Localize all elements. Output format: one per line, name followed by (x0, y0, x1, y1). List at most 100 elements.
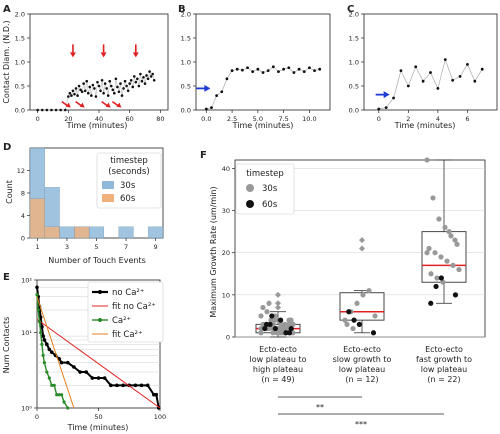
panel-a-point (85, 79, 89, 83)
panel-e-point-0 (41, 334, 45, 338)
panel-a-arrowhead-down (132, 52, 139, 58)
panel-d-legend-title-line1: timestep (110, 156, 148, 166)
panel-e-point-2 (62, 400, 66, 404)
panel-f-point-30s (456, 266, 462, 273)
panel-e-point-0 (45, 342, 49, 347)
panel-f-point-30s (438, 254, 444, 260)
panel-b-point (240, 68, 244, 72)
panel-a-arrowhead-diag (79, 102, 85, 108)
panel-c-ytick-label: 1.0 (349, 59, 359, 67)
panel-e-series-3 (36, 296, 75, 409)
panel-f-point-30s (444, 258, 450, 264)
panel-a-point (67, 95, 70, 98)
panel-a-ytick-label: 1.5 (15, 35, 25, 43)
panel-c-point (429, 71, 432, 74)
panel-a-point (139, 72, 142, 76)
panel-a-point (99, 89, 102, 93)
panel-e-xtick-label: 100 (154, 413, 166, 421)
panel-a-arrowhead-diag (65, 102, 71, 108)
panel-d-bar-60s (74, 226, 90, 239)
panel-f-point-30s (432, 250, 438, 256)
panel-d-label: D (3, 142, 11, 153)
panel-d-legend-title-line2: (seconds) (108, 167, 149, 177)
panel-e-point-0 (156, 406, 161, 410)
panel-f-legend-60s: 60s (262, 200, 278, 210)
panel-a-point (105, 87, 108, 90)
panel-d-xtick-label: 1 (35, 243, 39, 251)
panel-e-point-2 (52, 383, 56, 387)
panel-d-xtick-label: 9 (154, 243, 158, 251)
panel-a-point (50, 108, 53, 112)
panel-a-point (54, 108, 58, 112)
panel-a-arrowhead-diag (105, 102, 111, 108)
panel-d-ytick-label: 4 (21, 212, 25, 220)
panel-b-point (292, 71, 296, 74)
panel-b-point (251, 70, 255, 73)
panel-f-point-30s (448, 233, 454, 239)
panel-a-point (80, 90, 84, 94)
panel-f-point-30s (428, 271, 434, 277)
panel-e-point-0 (102, 376, 107, 380)
panel-e-point-0 (145, 383, 150, 388)
panel-a-point (73, 92, 76, 96)
panel-f-point-30s (450, 262, 456, 268)
panel-f-point-30s (282, 321, 288, 327)
panel-e-ytick-label: 10¹ (21, 329, 32, 337)
panel-d-ylabel: Count (5, 180, 14, 204)
panel-f-point-60s (346, 309, 352, 315)
panel-f-point-30s (354, 300, 360, 306)
panel-c-point (443, 58, 447, 61)
panel-a-point (103, 82, 107, 85)
panel-a-frame (29, 13, 169, 111)
panel-c-ytick-label: 0.0 (349, 107, 359, 115)
panel-a-arrowhead-down (69, 52, 76, 58)
panel-a-point (63, 108, 67, 112)
panel-f-legend-title: timestep (246, 169, 284, 179)
panel-b-point (204, 107, 208, 111)
panel-f-point-30s (342, 317, 348, 323)
panel-e-point-2 (66, 406, 70, 410)
panel-f-ytick-label: 30 (222, 207, 230, 215)
panel-a-point (151, 72, 154, 76)
panel-a-label: A (3, 4, 11, 15)
panel-f-point-30s (268, 317, 274, 323)
panel-f-point-60s (428, 300, 434, 306)
panel-d-bar-30s (59, 226, 75, 239)
panel-f-outlier (275, 304, 281, 311)
panel-a-point (116, 85, 119, 89)
panel-f-point-30s (290, 321, 296, 327)
panel-c: C Time (minutes) 0 2 4 6 0.0 0.5 1.0 1.5 2.0 (347, 4, 498, 130)
panel-a-xlabel: Time (minutes) (66, 121, 128, 130)
panel-a-point (143, 82, 147, 85)
panel-f-point-30s (440, 279, 446, 285)
panel-e-point-2 (41, 353, 45, 357)
panel-f-point-30s (426, 245, 432, 252)
panel-a-point (129, 78, 133, 82)
panel-a-point (76, 94, 79, 97)
panel-c-ytick-label: 2.0 (349, 11, 359, 19)
panel-d-ytick-label: 0 (21, 235, 25, 243)
panel-f-point-30s (452, 237, 458, 243)
panel-e-point-0 (72, 365, 76, 369)
panel-c-point (384, 106, 388, 109)
panel-c-point (458, 75, 462, 78)
panel-e-point-0 (47, 347, 52, 352)
panel-e-legend: no Ca²⁺ fit no Ca²⁺ Ca²⁺ fit Ca²⁺ (87, 281, 164, 343)
panel-b: B Time (minutes) 0.0 2.5 5.0 7.5 10.0 0.0 0.5 1… (178, 4, 331, 130)
panel-a-point (82, 82, 85, 85)
group-2-line1: Ecto-ecto (343, 345, 381, 354)
panel-a-point (123, 79, 127, 83)
panel-c-xlabel: Time (minutes) (394, 121, 456, 130)
panel-e-label: E (3, 272, 10, 283)
panel-b-point (266, 69, 270, 73)
panel-a-xtick-label: 60 (126, 115, 134, 123)
panel-c-point (392, 96, 395, 100)
panel-c-label: C (347, 4, 354, 15)
panel-b-point (287, 66, 291, 70)
panel-f-significance: ** *** (278, 396, 444, 429)
panel-e-xlabel: Time (minutes) (67, 423, 129, 432)
panel-f-point-60s (288, 325, 294, 332)
panel-e-point-2 (40, 342, 44, 346)
sig-label-1-3: *** (355, 420, 367, 429)
panel-f-label: F (200, 150, 207, 161)
